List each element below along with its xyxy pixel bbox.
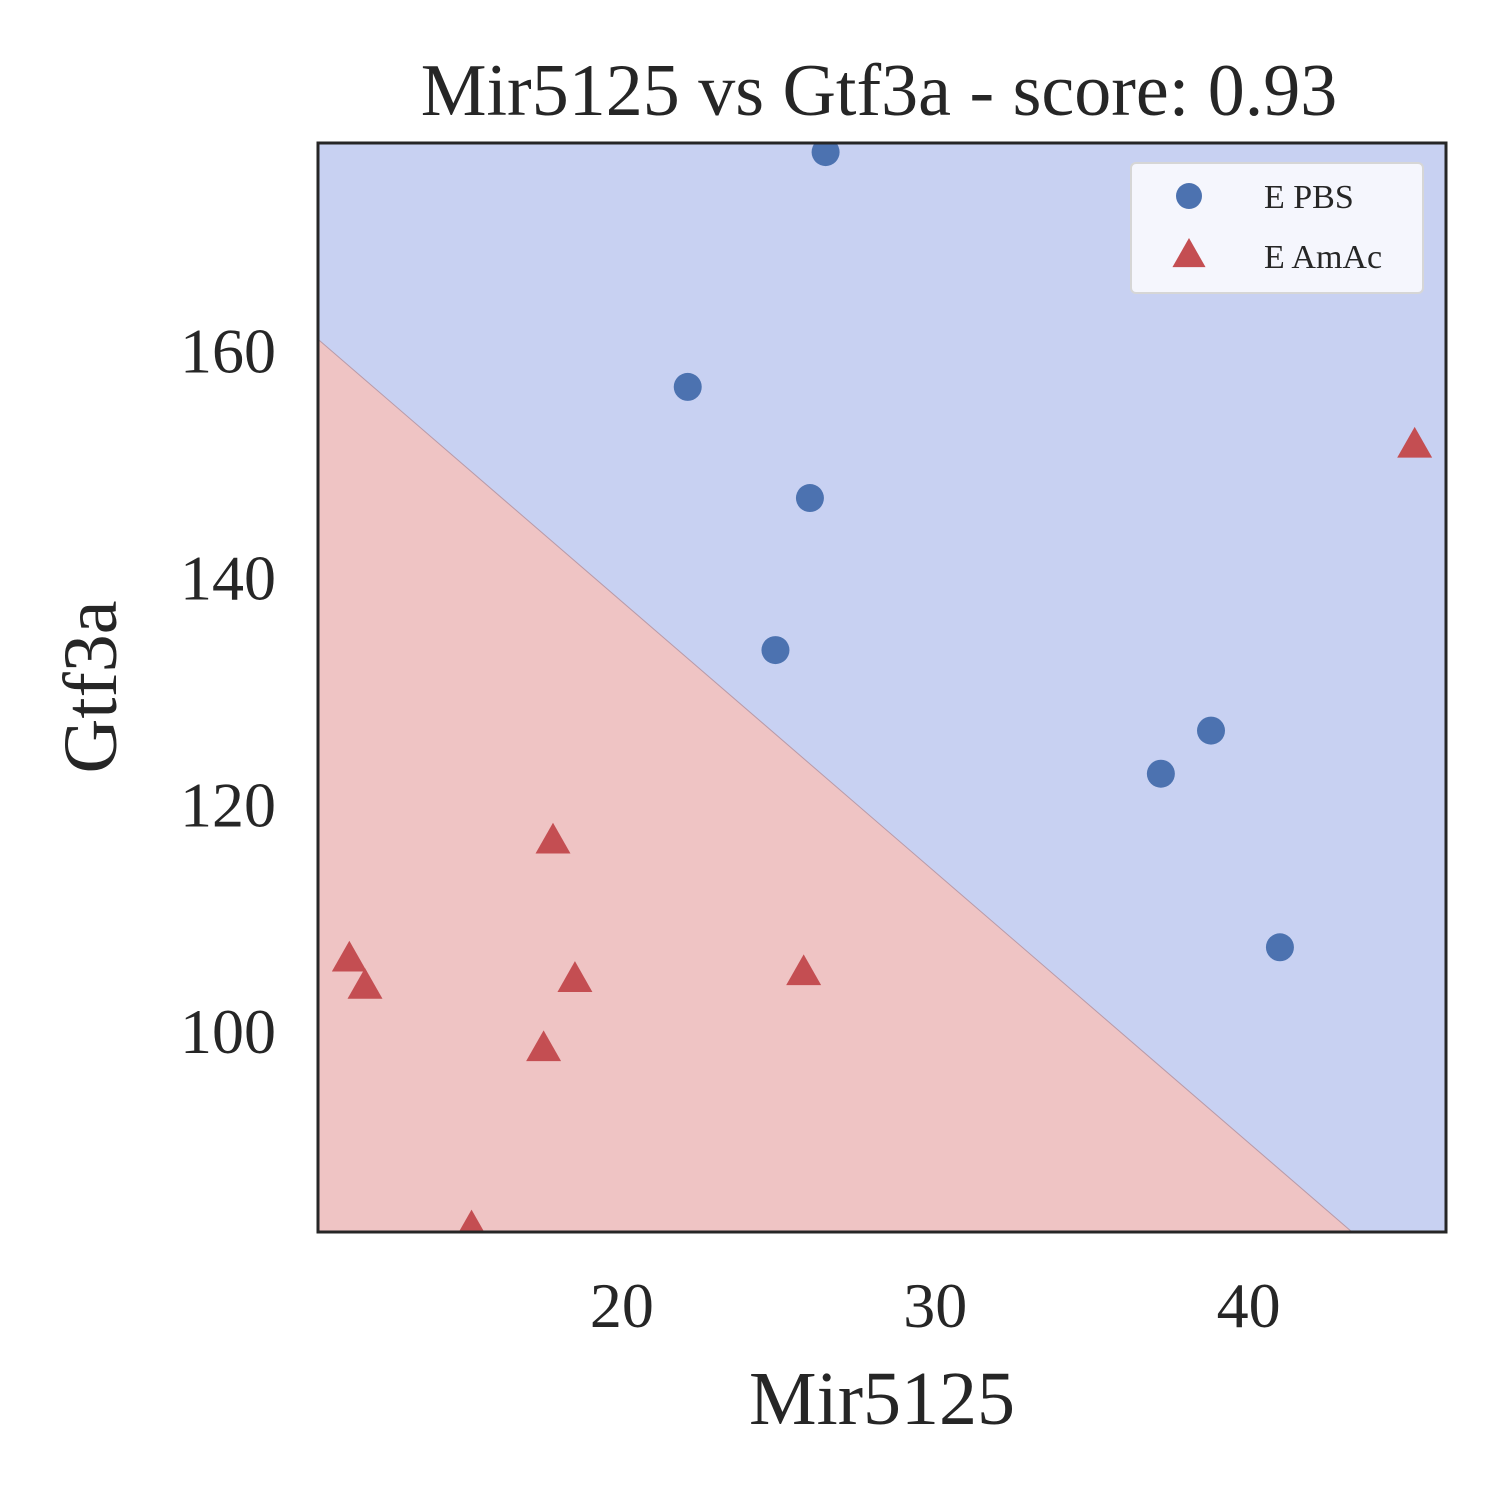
x-tick-label-1: 30 [903,1270,967,1341]
x-tick-label-0: 20 [590,1270,654,1341]
legend-marker-0 [1176,183,1202,209]
point-series1-6 [458,1209,485,1232]
point-series1-4 [526,1030,562,1062]
point-series1-0 [331,940,367,972]
plot-frame [316,141,1448,1234]
point-series1-5 [786,954,822,986]
x-axis-label: Mir5125 [749,1357,1015,1441]
plot-area [318,143,1446,1232]
axis-ticks: 20 30 40 100 120 140 160 [180,316,1281,1341]
legend-box [1130,162,1424,294]
point-series1-2 [535,822,571,854]
point-series0-1 [673,372,702,401]
chart-title: Mir5125 vs Gtf3a - score: 0.93 [421,50,1338,132]
y-tick-label-2: 140 [180,542,276,613]
legend-label-1: E AmAc [1264,239,1382,276]
x-tick-label-2: 40 [1217,1270,1281,1341]
point-series1-7 [1397,426,1433,458]
point-series0-6 [1265,933,1294,962]
legend-marker-1 [1172,238,1206,268]
y-tick-label-0: 100 [180,996,276,1067]
point-series1-3 [557,961,593,992]
decision-boundary [318,338,1353,1232]
point-series0-5 [1197,716,1225,745]
y-tick-label-3: 160 [180,316,276,387]
y-tick-label-1: 120 [180,769,276,840]
point-series0-3 [761,636,790,665]
point-series0-2 [795,484,824,513]
legend: E PBS E AmAc [1130,162,1424,294]
point-series0-0 [811,143,840,167]
point-series0-4 [1146,759,1175,788]
legend-label-0: E PBS [1264,179,1354,216]
y-axis-label: Gtf3a [49,600,133,773]
point-series1-1 [347,967,383,999]
